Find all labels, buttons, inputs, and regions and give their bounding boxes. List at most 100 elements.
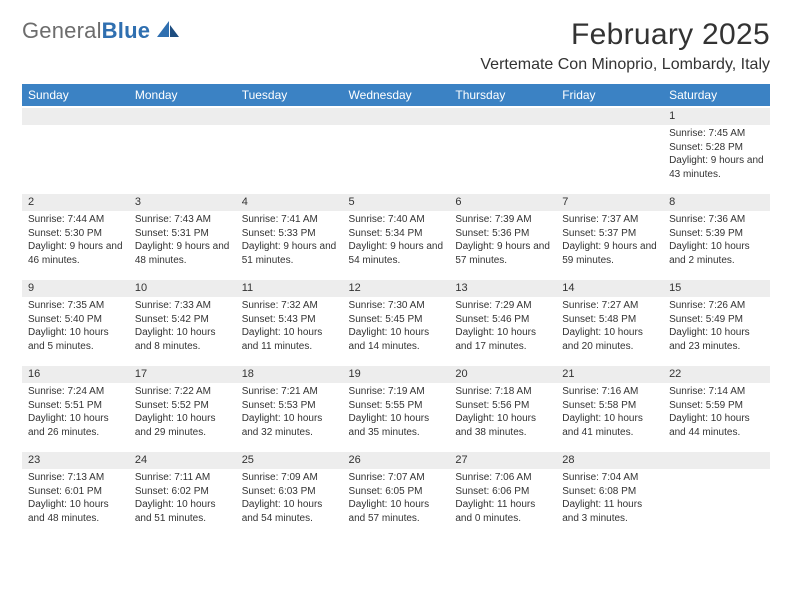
day-number: 16 (22, 366, 129, 383)
day-line: Daylight: 10 hours and 38 minutes. (455, 412, 550, 439)
day-line: Sunset: 6:05 PM (349, 485, 444, 499)
day-line: Sunset: 6:02 PM (135, 485, 230, 499)
day-line: Daylight: 10 hours and 20 minutes. (562, 326, 657, 353)
day-cell: 5Sunrise: 7:40 AMSunset: 5:34 PMDaylight… (343, 193, 450, 279)
col-monday: Monday (129, 84, 236, 107)
brand-name-b: Blue (102, 18, 150, 43)
week-row: 2Sunrise: 7:44 AMSunset: 5:30 PMDaylight… (22, 193, 770, 279)
day-number: 28 (556, 452, 663, 469)
day-line: Sunrise: 7:27 AM (562, 299, 657, 313)
weekday-row: Sunday Monday Tuesday Wednesday Thursday… (22, 84, 770, 107)
day-cell (449, 107, 556, 193)
day-line: Daylight: 10 hours and 2 minutes. (669, 240, 764, 267)
day-details: Sunrise: 7:09 AMSunset: 6:03 PMDaylight:… (236, 469, 343, 529)
calendar-body: 1Sunrise: 7:45 AMSunset: 5:28 PMDaylight… (22, 107, 770, 537)
col-tuesday: Tuesday (236, 84, 343, 107)
day-line: Sunrise: 7:09 AM (242, 471, 337, 485)
day-line: Sunrise: 7:13 AM (28, 471, 123, 485)
day-line: Daylight: 10 hours and 35 minutes. (349, 412, 444, 439)
day-line: Sunset: 5:31 PM (135, 227, 230, 241)
day-details: Sunrise: 7:37 AMSunset: 5:37 PMDaylight:… (556, 211, 663, 271)
day-cell: 2 Sunrise: 7:44 AMSunset: 5:30 PMDaylight… (22, 193, 129, 279)
day-cell: 1Sunrise: 7:45 AMSunset: 5:28 PMDaylight… (663, 107, 770, 193)
week-row: 16Sunrise: 7:24 AMSunset: 5:51 PMDayligh… (22, 365, 770, 451)
day-line: Sunset: 5:33 PM (242, 227, 337, 241)
day-line: Sunset: 5:45 PM (349, 313, 444, 327)
day-details (449, 125, 556, 131)
day-number: 20 (449, 366, 556, 383)
day-line: Sunset: 5:55 PM (349, 399, 444, 413)
day-number: 4 (236, 194, 343, 211)
day-line: Daylight: 10 hours and 14 minutes. (349, 326, 444, 353)
day-details (663, 469, 770, 475)
day-line: Sunrise: 7:30 AM (349, 299, 444, 313)
day-line: Daylight: 10 hours and 8 minutes. (135, 326, 230, 353)
col-sunday: Sunday (22, 84, 129, 107)
sail-icon (155, 19, 181, 44)
day-line: Sunrise: 7:07 AM (349, 471, 444, 485)
day-details: Sunrise: 7:40 AMSunset: 5:34 PMDaylight:… (343, 211, 450, 271)
day-number: 7 (556, 194, 663, 211)
week-row: 9Sunrise: 7:35 AMSunset: 5:40 PMDaylight… (22, 279, 770, 365)
day-cell: 10Sunrise: 7:33 AMSunset: 5:42 PMDayligh… (129, 279, 236, 365)
day-number (22, 108, 129, 125)
day-details: Sunrise: 7:26 AMSunset: 5:49 PMDaylight:… (663, 297, 770, 357)
day-details: Sunrise: 7:07 AMSunset: 6:05 PMDaylight:… (343, 469, 450, 529)
day-number: 17 (129, 366, 236, 383)
calendar-head: Sunday Monday Tuesday Wednesday Thursday… (22, 84, 770, 107)
day-number: 15 (663, 280, 770, 297)
day-cell: 16Sunrise: 7:24 AMSunset: 5:51 PMDayligh… (22, 365, 129, 451)
day-details (236, 125, 343, 131)
day-cell: 24Sunrise: 7:11 AMSunset: 6:02 PMDayligh… (129, 451, 236, 537)
day-line: Sunset: 5:30 PM (28, 227, 123, 241)
calendar-page: GeneralBlue February 2025 Vertemate Con … (0, 0, 792, 547)
day-number: 25 (236, 452, 343, 469)
day-number (449, 108, 556, 125)
day-number: 13 (449, 280, 556, 297)
day-line: Daylight: 10 hours and 5 minutes. (28, 326, 123, 353)
day-details: Sunrise: 7:39 AMSunset: 5:36 PMDaylight:… (449, 211, 556, 271)
day-line: Daylight: 11 hours and 0 minutes. (455, 498, 550, 525)
day-line: Daylight: 10 hours and 54 minutes. (242, 498, 337, 525)
day-line: Sunrise: 7:44 AM (28, 213, 123, 227)
week-row: 23Sunrise: 7:13 AMSunset: 6:01 PMDayligh… (22, 451, 770, 537)
day-details: Sunrise: 7:14 AMSunset: 5:59 PMDaylight:… (663, 383, 770, 443)
day-details: Sunrise: 7:33 AMSunset: 5:42 PMDaylight:… (129, 297, 236, 357)
day-number: 12 (343, 280, 450, 297)
page-header: GeneralBlue February 2025 Vertemate Con … (22, 18, 770, 74)
day-details: Sunrise: 7:32 AMSunset: 5:43 PMDaylight:… (236, 297, 343, 357)
day-line: Sunrise: 7:16 AM (562, 385, 657, 399)
day-number (663, 452, 770, 469)
day-line: Sunrise: 7:41 AM (242, 213, 337, 227)
day-line: Sunrise: 7:36 AM (669, 213, 764, 227)
day-line: Sunrise: 7:21 AM (242, 385, 337, 399)
day-line: Sunset: 6:03 PM (242, 485, 337, 499)
day-cell: 7Sunrise: 7:37 AMSunset: 5:37 PMDaylight… (556, 193, 663, 279)
day-line: Sunset: 5:51 PM (28, 399, 123, 413)
day-line: Daylight: 9 hours and 59 minutes. (562, 240, 657, 267)
day-cell (236, 107, 343, 193)
day-line: Sunset: 5:49 PM (669, 313, 764, 327)
day-line: Daylight: 9 hours and 54 minutes. (349, 240, 444, 267)
day-cell (129, 107, 236, 193)
day-line: Sunset: 6:08 PM (562, 485, 657, 499)
title-block: February 2025 Vertemate Con Minoprio, Lo… (480, 18, 770, 74)
day-line: Daylight: 10 hours and 51 minutes. (135, 498, 230, 525)
day-line: Sunrise: 7:39 AM (455, 213, 550, 227)
day-line: Sunrise: 7:26 AM (669, 299, 764, 313)
day-cell (663, 451, 770, 537)
day-number (129, 108, 236, 125)
day-cell (343, 107, 450, 193)
col-thursday: Thursday (449, 84, 556, 107)
day-line: Daylight: 10 hours and 32 minutes. (242, 412, 337, 439)
day-line: Sunset: 5:52 PM (135, 399, 230, 413)
day-number: 8 (663, 194, 770, 211)
day-line: Daylight: 9 hours and 46 minutes. (28, 240, 123, 267)
day-details: Sunrise: 7:27 AMSunset: 5:48 PMDaylight:… (556, 297, 663, 357)
day-line: Sunset: 5:28 PM (669, 141, 764, 155)
day-details: Sunrise: 7:19 AMSunset: 5:55 PMDaylight:… (343, 383, 450, 443)
day-cell: 20Sunrise: 7:18 AMSunset: 5:56 PMDayligh… (449, 365, 556, 451)
day-cell: 11Sunrise: 7:32 AMSunset: 5:43 PMDayligh… (236, 279, 343, 365)
day-number: 2 (22, 194, 129, 211)
day-number: 5 (343, 194, 450, 211)
